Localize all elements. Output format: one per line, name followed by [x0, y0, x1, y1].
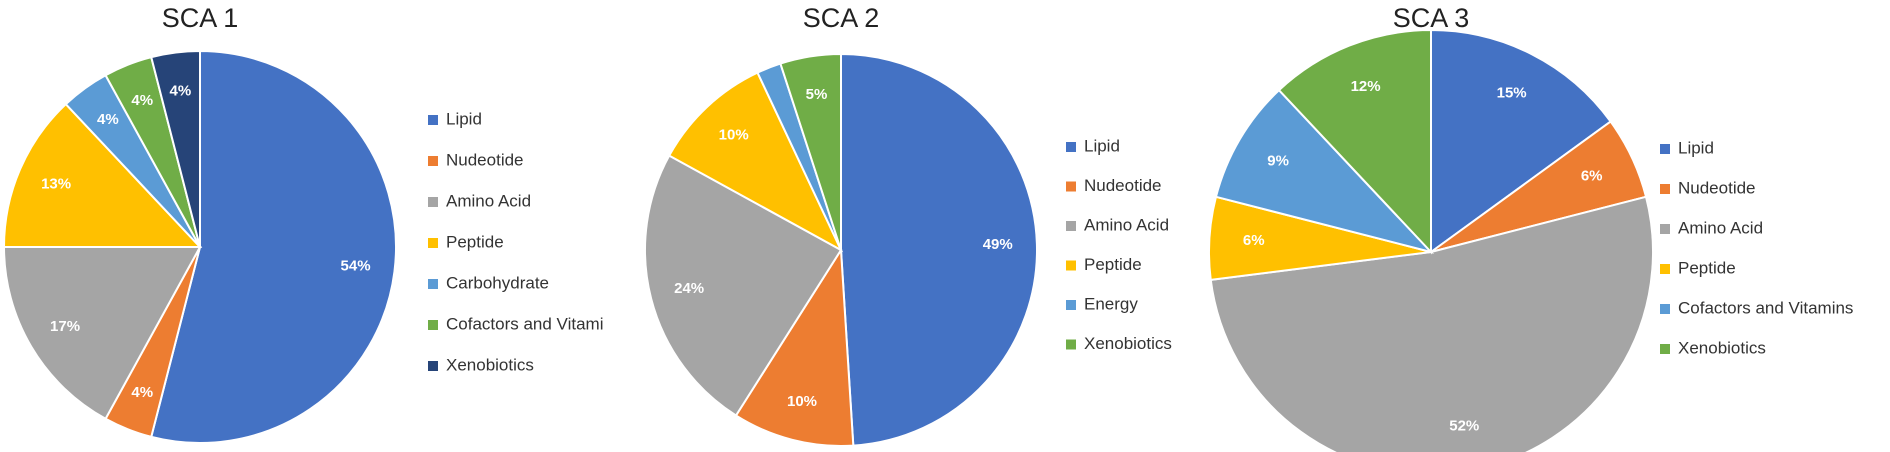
legend-marker — [428, 156, 438, 166]
pie-slice — [644, 154, 843, 417]
data-label: 4% — [170, 82, 192, 99]
data-label: 13% — [41, 176, 71, 193]
legend-marker — [428, 197, 438, 207]
data-label: 4% — [97, 111, 119, 128]
chart-title: SCA 1 — [162, 3, 239, 33]
legend-marker — [1660, 344, 1670, 354]
legend-label: Nudeotide — [1084, 176, 1162, 195]
legend-label: Xenobiotics — [446, 355, 534, 374]
legend-marker — [428, 320, 438, 330]
legend-marker — [428, 361, 438, 371]
legend-marker — [428, 238, 438, 248]
legend-label: Cofactors and Vitamins — [1678, 298, 1853, 317]
legend-marker — [1066, 260, 1076, 271]
data-label: 4% — [131, 384, 153, 401]
legend-marker — [1066, 300, 1076, 310]
legend-marker — [428, 279, 438, 289]
legend-label: Carbohydrate — [446, 273, 549, 292]
pie-slice — [734, 246, 855, 447]
legend-label: Xenobiotics — [1678, 338, 1766, 357]
data-label: 54% — [341, 258, 371, 275]
legend-label: Lipid — [446, 109, 482, 128]
data-label: 9% — [1267, 153, 1289, 170]
data-label: 24% — [674, 280, 704, 297]
data-label: 6% — [1243, 232, 1265, 249]
data-label: 17% — [50, 318, 80, 335]
chart-title: SCA 2 — [803, 3, 880, 33]
legend-label: Nudeotide — [446, 150, 524, 169]
data-label: 52% — [1449, 417, 1479, 434]
legend-marker — [428, 115, 438, 125]
legend-marker — [1660, 184, 1670, 194]
legend-marker — [1660, 224, 1670, 234]
legend-marker — [1660, 144, 1670, 154]
legend-marker — [1066, 221, 1076, 231]
legend-label: Lipid — [1084, 136, 1120, 155]
data-label: 10% — [787, 393, 817, 410]
legend-marker — [1066, 142, 1076, 152]
legend-label: Peptide — [446, 232, 504, 251]
pie-slice — [667, 71, 844, 253]
pie-slice — [150, 49, 397, 444]
data-label: 10% — [719, 127, 749, 144]
data-label: 4% — [131, 92, 153, 109]
data-label: 12% — [1351, 78, 1381, 95]
pie-slice — [840, 52, 1038, 447]
legend-label: Peptide — [1084, 255, 1142, 274]
pie-slice — [2, 246, 202, 421]
pie-slice — [779, 52, 842, 251]
legend-label: Lipid — [1678, 138, 1714, 157]
chart-title: SCA 3 — [1393, 3, 1470, 33]
legend-label: Nudeotide — [1678, 178, 1756, 197]
pie-slice — [150, 49, 201, 248]
legend-marker — [1660, 304, 1670, 314]
legend-label: Amino Acid — [1084, 215, 1169, 234]
legend-label: Xenobiotics — [1084, 334, 1172, 353]
pie-slice — [1209, 195, 1654, 452]
data-label: 5% — [806, 86, 828, 103]
pie-slice — [1430, 28, 1612, 254]
legend-marker — [1066, 339, 1076, 350]
legend-marker — [1660, 264, 1670, 274]
data-label: 15% — [1497, 85, 1527, 102]
pie-slice — [1277, 28, 1432, 255]
legend-label: Peptide — [1678, 258, 1736, 277]
legend-label: Energy — [1084, 294, 1138, 313]
data-label: 49% — [983, 236, 1013, 253]
legend-label: Amino Acid — [1678, 218, 1763, 237]
legend-label: Cofactors and Vitami — [446, 314, 603, 333]
data-label: 6% — [1581, 167, 1603, 184]
legend-marker — [1066, 181, 1076, 192]
pie-slice — [1214, 88, 1435, 254]
pie-slice — [2, 102, 203, 248]
legend-label: Amino Acid — [446, 191, 531, 210]
